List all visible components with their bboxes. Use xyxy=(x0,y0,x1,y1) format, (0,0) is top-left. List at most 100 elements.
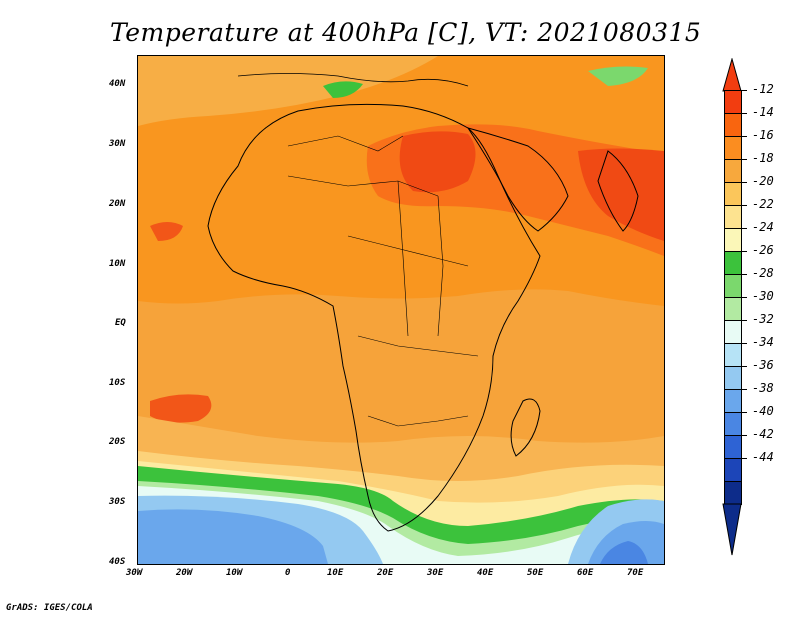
colorbar-tick xyxy=(740,228,747,229)
colorbar-cell xyxy=(724,182,742,206)
credit-text: GrADS: IGES/COLA xyxy=(6,603,93,613)
border-south xyxy=(367,415,469,427)
colorbar-tick xyxy=(740,320,747,321)
x-tick-10e: 10E xyxy=(327,568,344,578)
colorbar-tick xyxy=(740,159,747,160)
y-tick-20n: 20N xyxy=(109,199,126,209)
colorbar-label: -20 xyxy=(752,174,774,188)
colorbar-top-triangle xyxy=(722,58,742,92)
colorbar-label: -40 xyxy=(752,404,774,418)
field-hotspot-india xyxy=(578,148,664,241)
x-tick-70e: 70E xyxy=(627,568,644,578)
colorbar-bottom-triangle xyxy=(722,503,742,556)
colorbar-label: -16 xyxy=(752,128,774,142)
field-hotspot-egypt xyxy=(399,131,476,193)
colorbar-label: -24 xyxy=(752,220,774,234)
colorbar-cell xyxy=(724,113,742,137)
colorbar-cell xyxy=(724,228,742,252)
colorbar-cell xyxy=(724,366,742,390)
x-tick-50e: 50E xyxy=(527,568,544,578)
colorbar-label: -36 xyxy=(752,358,774,372)
x-tick-30w: 30W xyxy=(126,568,143,578)
map-canvas xyxy=(138,56,664,564)
field-green-med xyxy=(323,81,363,98)
y-tick-40s: 40S xyxy=(109,557,126,567)
y-tick-40n: 40N xyxy=(109,79,126,89)
colorbar-label: -30 xyxy=(752,289,774,303)
colorbar-cell xyxy=(724,481,742,505)
colorbar-tick xyxy=(740,90,747,91)
india-coastline xyxy=(597,150,639,232)
x-tick-10w: 10W xyxy=(226,568,243,578)
x-tick-20w: 20W xyxy=(176,568,193,578)
colorbar-cell xyxy=(724,297,742,321)
field-green-asia xyxy=(588,66,648,86)
colorbar-tick xyxy=(740,182,747,183)
chart-title: Temperature at 400hPa [C], VT: 202108031… xyxy=(110,18,702,47)
border-meridian xyxy=(397,180,409,337)
field-hotspot-west xyxy=(150,222,183,241)
x-tick-40e: 40E xyxy=(477,568,494,578)
colorbar-tick xyxy=(740,297,747,298)
y-tick-20s: 20S xyxy=(109,437,126,447)
colorbar-tick xyxy=(740,366,747,367)
colorbar-cell xyxy=(724,343,742,367)
colorbar-cell xyxy=(724,274,742,298)
colorbar-cell xyxy=(724,90,742,114)
colorbar-label: -14 xyxy=(752,105,774,119)
arabia-coastline xyxy=(466,127,569,232)
africa-coastline xyxy=(207,103,541,532)
x-tick-20e: 20E xyxy=(377,568,394,578)
colorbar-tick xyxy=(740,113,747,114)
field-hotspot-atlantic xyxy=(150,394,212,423)
colorbar-label: -42 xyxy=(752,427,774,441)
colorbar-tick xyxy=(740,343,747,344)
colorbar-top-arrow xyxy=(722,58,742,92)
y-tick-eq: EQ xyxy=(115,318,126,328)
colorbar-cell xyxy=(724,251,742,275)
colorbar-tick xyxy=(740,412,747,413)
colorbar-label: -28 xyxy=(752,266,774,280)
colorbar-cell xyxy=(724,159,742,183)
colorbar-bottom-arrow xyxy=(722,503,742,556)
colorbar-label: -26 xyxy=(752,243,774,257)
temperature-map[interactable] xyxy=(137,55,665,565)
colorbar-label: -32 xyxy=(752,312,774,326)
colorbar-tick xyxy=(740,458,747,459)
colorbar-label: -34 xyxy=(752,335,774,349)
border-central-south xyxy=(357,335,479,357)
field-north-light xyxy=(138,56,438,126)
colorbar-cell xyxy=(724,320,742,344)
border-meridian-east xyxy=(437,195,444,337)
field-blue-east-core xyxy=(600,541,648,564)
y-tick-10n: 10N xyxy=(109,259,126,269)
colorbar-label: -18 xyxy=(752,151,774,165)
colorbar-tick xyxy=(740,435,747,436)
border-central xyxy=(347,235,469,267)
colorbar-tick xyxy=(740,389,747,390)
colorbar-label: -22 xyxy=(752,197,774,211)
colorbar-tick xyxy=(740,274,747,275)
x-tick-30e: 30E xyxy=(427,568,444,578)
field-blue-west-deep xyxy=(138,509,328,564)
y-tick-30n: 30N xyxy=(109,139,126,149)
colorbar-label: -44 xyxy=(752,450,774,464)
border-sahel xyxy=(287,175,439,197)
colorbar-tick xyxy=(740,136,747,137)
madagascar-coastline xyxy=(510,398,541,457)
colorbar-cell xyxy=(724,389,742,413)
colorbar-cell xyxy=(724,458,742,482)
x-tick-0: 0 xyxy=(285,568,291,578)
europe-coastline xyxy=(237,73,469,87)
colorbar-cell xyxy=(724,435,742,459)
colorbar-label: -12 xyxy=(752,82,774,96)
x-tick-60e: 60E xyxy=(577,568,594,578)
border-north xyxy=(287,135,404,152)
y-tick-10s: 10S xyxy=(109,378,126,388)
colorbar-cell xyxy=(724,136,742,160)
colorbar-cell xyxy=(724,205,742,229)
colorbar-cell xyxy=(724,412,742,436)
colorbar-label: -38 xyxy=(752,381,774,395)
colorbar-tick xyxy=(740,251,747,252)
y-tick-30s: 30S xyxy=(109,497,126,507)
